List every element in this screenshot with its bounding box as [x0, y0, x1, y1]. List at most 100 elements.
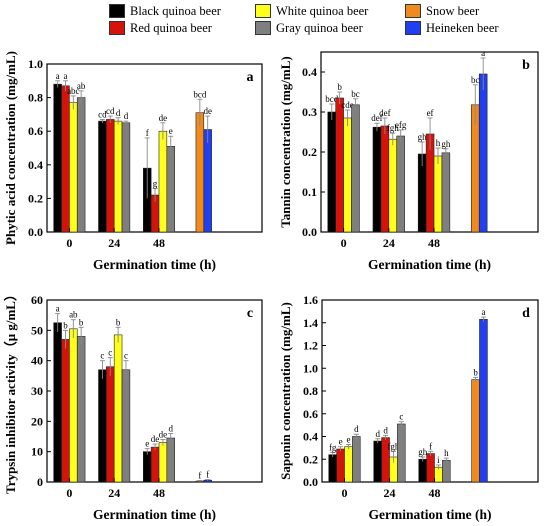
bar	[397, 423, 406, 483]
y-tick-label: 0.1	[302, 185, 317, 199]
significance-letter: a	[56, 304, 60, 314]
bar	[380, 125, 390, 233]
bar	[388, 138, 398, 233]
significance-letter: b	[337, 82, 342, 92]
bar	[335, 97, 344, 233]
panel-letter: d	[522, 306, 530, 321]
y-tick-label: 30	[31, 384, 43, 398]
legend-swatch	[405, 21, 421, 35]
y-tick-label: 60	[31, 293, 43, 307]
y-axis-label: Saponin concentration (mg/mL)	[278, 302, 293, 480]
significance-letter: fgh	[387, 441, 399, 451]
y-tick-label: 0.6	[303, 407, 318, 421]
significance-letter: f	[429, 441, 432, 451]
significance-letter: e	[346, 434, 350, 444]
bar	[69, 102, 78, 233]
bar	[113, 120, 123, 233]
x-tick-label: 48	[428, 236, 440, 250]
significance-letter: c	[124, 351, 128, 361]
y-tick-label: 0.8	[303, 384, 318, 398]
bar	[166, 437, 175, 483]
significance-letter: c	[108, 348, 112, 358]
x-axis-label: Germination time (h)	[369, 507, 492, 522]
bar	[396, 135, 405, 233]
x-tick-label: 24	[108, 486, 120, 500]
significance-letter: def	[379, 108, 391, 118]
y-axis-label: Trypsin inhibitor activity（μ g/mL）	[3, 288, 18, 494]
bar	[344, 446, 353, 483]
bar	[478, 73, 488, 233]
panel-b-chart: 0.00.10.20.30.4bcdbcdebc0defdeffghefg24g…	[278, 48, 539, 272]
y-tick-label: 1.6	[303, 293, 318, 307]
bar	[150, 446, 160, 483]
bar	[372, 126, 382, 233]
significance-letter: bc	[471, 75, 480, 85]
significance-letter: a	[63, 71, 67, 81]
significance-letter: f	[206, 470, 209, 480]
legend-swatch	[255, 4, 271, 18]
bar	[106, 366, 115, 483]
bar	[61, 339, 70, 483]
significance-letter: gh	[418, 447, 428, 457]
x-tick-label: 0	[66, 486, 72, 500]
legend-item: Snow beer	[405, 3, 479, 19]
bar	[328, 454, 337, 483]
significance-letter: def	[371, 113, 383, 123]
significance-letter: de	[159, 113, 168, 123]
legend-label: Snow beer	[426, 3, 480, 18]
significance-letter: d	[354, 424, 359, 434]
significance-letter: a	[481, 307, 485, 317]
significance-letter: fg	[329, 442, 337, 452]
y-tick-label: 0.4	[303, 430, 318, 444]
y-tick-label: 1.4	[303, 316, 318, 330]
bar	[166, 146, 175, 233]
y-tick-label: 10	[31, 445, 43, 459]
y-tick-label: 0.2	[302, 145, 317, 159]
legend-swatch	[255, 21, 271, 35]
y-tick-label: 0.0	[28, 225, 43, 239]
significance-letter: f	[198, 470, 201, 480]
x-tick-label: 0	[66, 236, 72, 250]
bar	[195, 112, 205, 233]
significance-letter: gh	[441, 139, 451, 149]
significance-letter: efg	[395, 120, 407, 130]
bar	[471, 379, 480, 483]
significance-letter: b	[79, 317, 84, 327]
y-tick-label: 0.8	[28, 91, 43, 105]
significance-letter: cd	[106, 106, 115, 116]
y-tick-label: 1.0	[28, 57, 43, 71]
bar	[352, 436, 361, 483]
y-tick-label: 0	[37, 475, 43, 489]
legend-swatch	[109, 21, 125, 35]
significance-letter: ef	[427, 108, 434, 118]
bar	[121, 369, 131, 483]
y-tick-label: 0.3	[302, 105, 317, 119]
bar	[426, 453, 435, 483]
significance-letter: ab	[69, 310, 78, 320]
legend-label: Heineken beer	[426, 20, 499, 35]
y-axis-label: Tannin concentration (mg/mL)	[278, 56, 293, 227]
bar	[69, 328, 78, 483]
legend-label: Gray quinoa beer	[276, 20, 363, 35]
significance-letter: de	[159, 430, 168, 440]
significance-letter: b	[116, 317, 121, 327]
bar	[336, 448, 345, 483]
y-tick-label: 40	[31, 354, 43, 368]
bar	[441, 152, 451, 233]
significance-letter: abc	[67, 86, 80, 96]
significance-letter: bcd	[325, 94, 338, 104]
significance-letter: de	[151, 434, 160, 444]
significance-letter: i	[437, 455, 440, 465]
significance-letter: b	[63, 320, 68, 330]
bar	[418, 458, 427, 483]
y-tick-label: 1.2	[303, 339, 318, 353]
x-axis-label: Germination time (h)	[93, 257, 216, 272]
legend-item: Heineken beer	[405, 20, 499, 36]
x-tick-label: 48	[153, 236, 165, 250]
significance-letter: d	[116, 108, 121, 118]
significance-letter: bc	[351, 89, 360, 99]
bar	[373, 440, 382, 483]
legend-label: Black quinoa beer	[130, 3, 221, 18]
bar	[351, 104, 360, 233]
